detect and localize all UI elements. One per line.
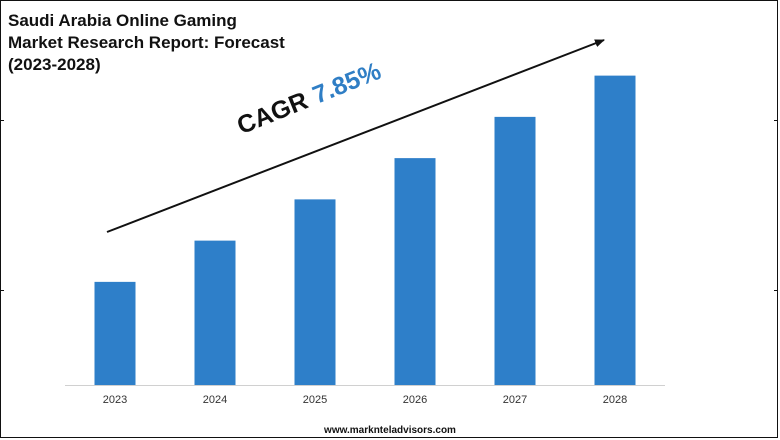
- bar-2028: [594, 75, 636, 385]
- bar-2026: [394, 158, 436, 385]
- frame-tick: [774, 120, 778, 121]
- frame-tick: [0, 290, 4, 291]
- bar-2023: [94, 281, 136, 385]
- frame-tick: [0, 120, 4, 121]
- frame-tick: [774, 290, 778, 291]
- bar-2025: [294, 199, 336, 385]
- chart-title: Saudi Arabia Online Gaming Market Resear…: [8, 10, 338, 76]
- bar-2027: [494, 116, 536, 385]
- x-tick-label: 2025: [303, 394, 327, 406]
- x-tick-label: 2027: [503, 394, 527, 406]
- x-tick-label: 2024: [203, 394, 227, 406]
- title-line-3: (2023-2028): [8, 55, 101, 74]
- trend-arrow: [106, 39, 605, 233]
- footer-url: www.marknteladvisors.com: [324, 425, 456, 436]
- x-tick-label: 2023: [103, 394, 127, 406]
- x-tick-label: 2026: [403, 394, 427, 406]
- x-tick-label: 2028: [603, 394, 627, 406]
- title-line-1: Saudi Arabia Online Gaming: [8, 11, 237, 30]
- bar-2024: [194, 240, 236, 385]
- title-line-2: Market Research Report: Forecast: [8, 33, 285, 52]
